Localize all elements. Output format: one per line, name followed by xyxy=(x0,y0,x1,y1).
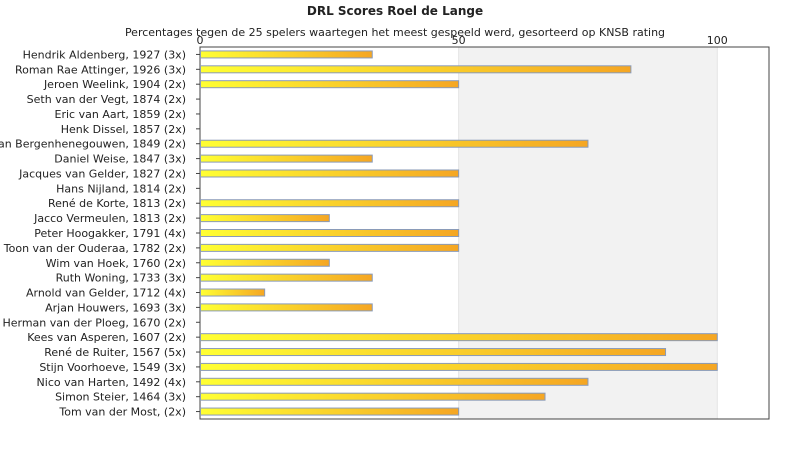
category-label: Tom van der Most, (2x) xyxy=(58,406,186,419)
bar xyxy=(200,348,667,357)
category-label: Kees van Asperen, 1607 (2x) xyxy=(27,331,186,344)
category-label: Hans Nijland, 1814 (2x) xyxy=(56,182,186,195)
category-label: Hendrik Aldenberg, 1927 (3x) xyxy=(23,48,186,61)
bar xyxy=(200,139,589,148)
category-label: Peter Hoogakker, 1791 (4x) xyxy=(34,227,186,240)
bar xyxy=(200,65,632,74)
x-tick-label: 0 xyxy=(197,34,204,47)
band-50-100 xyxy=(458,47,718,419)
category-label: Daniel Weise, 1847 (3x) xyxy=(54,153,186,166)
bar xyxy=(200,169,460,178)
bar xyxy=(200,273,373,282)
category-label: Roman Rae Attinger, 1926 (3x) xyxy=(15,63,186,76)
category-label: Ruth Woning, 1733 (3x) xyxy=(56,272,186,285)
category-label: René de Ruiter, 1567 (5x) xyxy=(44,346,186,359)
category-label: Arjan Houwers, 1693 (3x) xyxy=(45,301,186,314)
bar xyxy=(200,288,266,297)
category-label: Jacques van Gelder, 1827 (2x) xyxy=(18,167,186,180)
bar xyxy=(200,154,373,163)
bar xyxy=(200,392,546,401)
category-label: Jeroen Weelink, 1904 (2x) xyxy=(43,78,186,91)
category-label: Simon Steier, 1464 (3x) xyxy=(55,391,186,404)
bar xyxy=(200,303,373,312)
x-tick-label: 100 xyxy=(707,34,728,47)
bar xyxy=(200,243,460,252)
category-label: Eric van Aart, 1859 (2x) xyxy=(55,108,186,121)
bar xyxy=(200,229,460,237)
chart-title: DRL Scores Roel de Lange xyxy=(306,4,484,18)
bar xyxy=(200,80,460,89)
bar xyxy=(200,214,330,223)
category-label: Jacco Vermeulen, 1813 (2x) xyxy=(33,212,186,225)
bar xyxy=(200,333,718,342)
category-label: Arnold van Gelder, 1712 (4x) xyxy=(26,287,186,300)
category-label: Jan van Bergenhenegouwen, 1849 (2x) xyxy=(0,138,186,151)
category-label: Henk Dissel, 1857 (2x) xyxy=(61,123,186,136)
bar xyxy=(200,377,589,386)
category-label: Nico van Harten, 1492 (4x) xyxy=(37,376,186,389)
category-label: Herman van der Ploeg, 1670 (2x) xyxy=(2,316,186,329)
x-tick-label: 50 xyxy=(452,34,466,47)
chart-subtitle: Percentages tegen de 25 spelers waartege… xyxy=(124,26,666,39)
category-label: Seth van der Vegt, 1874 (2x) xyxy=(27,93,186,106)
bar xyxy=(200,362,718,371)
bar xyxy=(200,199,460,208)
bar xyxy=(200,258,330,267)
category-label: Wim van Hoek, 1760 (2x) xyxy=(46,257,186,270)
category-label: René de Korte, 1813 (2x) xyxy=(48,197,186,210)
bar xyxy=(200,407,460,416)
category-label: Stijn Voorhoeve, 1549 (3x) xyxy=(39,361,186,374)
bar xyxy=(200,50,373,59)
category-label: Toon van der Ouderaa, 1782 (2x) xyxy=(3,242,186,255)
